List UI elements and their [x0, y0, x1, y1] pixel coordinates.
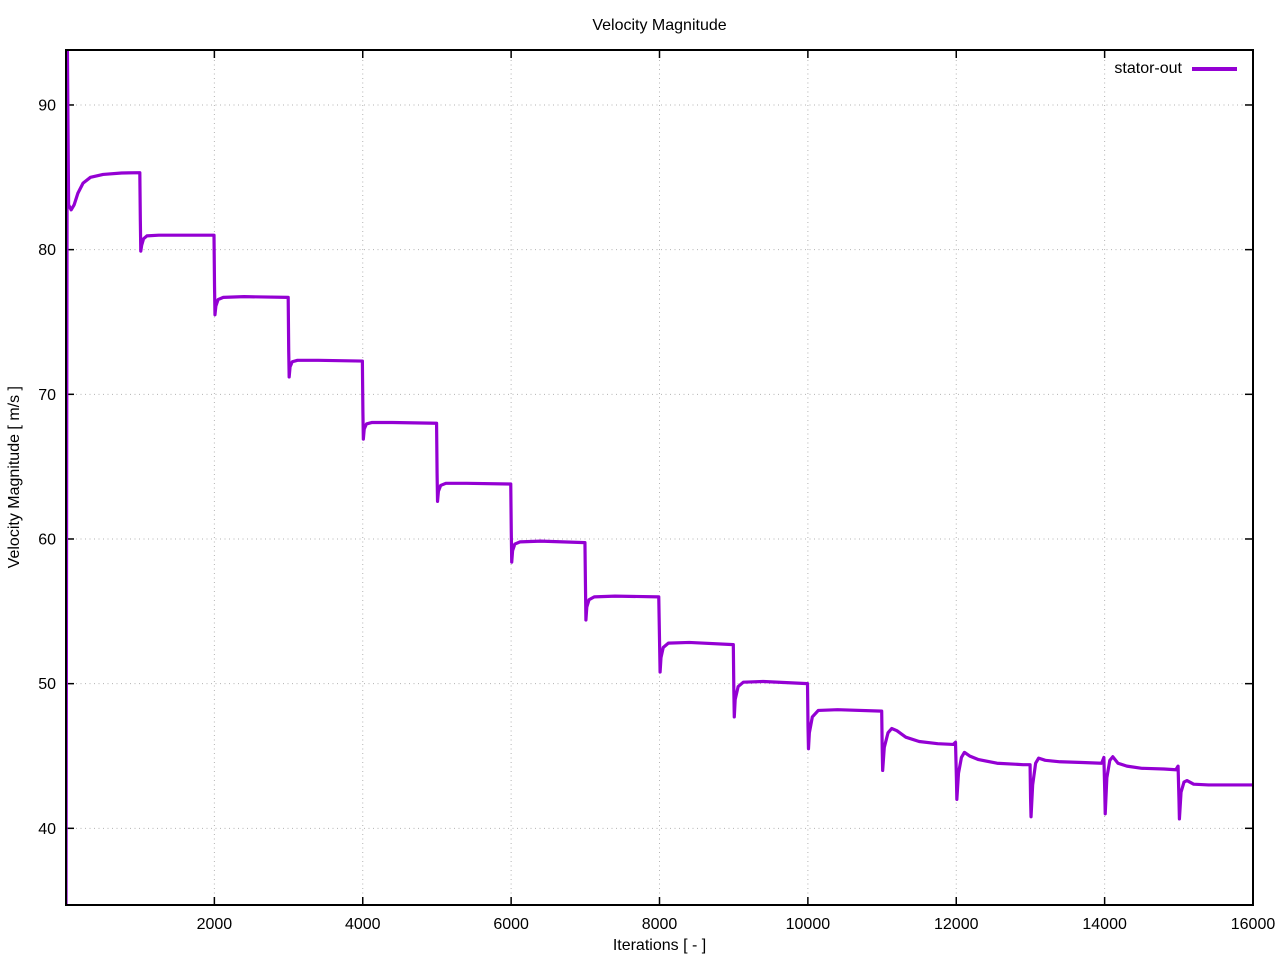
legend-series-label: stator-out [1114, 60, 1182, 77]
x-tick-label: 16000 [1231, 916, 1276, 933]
x-axis-title: Iterations [ - ] [612, 937, 707, 954]
y-tick-label: 70 [38, 387, 56, 404]
y-axis-title: Velocity Magnitude [ m/s ] [6, 386, 23, 569]
legend: stator-out [1114, 60, 1237, 77]
x-tick-label: 4000 [345, 916, 381, 933]
y-tick-label: 80 [38, 242, 56, 259]
y-tick-label: 90 [38, 97, 56, 114]
tick-labels: 2000 4000 6000 8000 10000 12000 14000 16000 40 50… [38, 97, 1275, 933]
y-tick-label: 50 [38, 676, 56, 693]
x-tick-label: 2000 [197, 916, 233, 933]
y-tick-label: 40 [38, 821, 56, 838]
tick-marks [66, 50, 1254, 905]
legend-line-swatch [1192, 66, 1237, 71]
y-tick-label: 60 [38, 531, 56, 548]
x-tick-label: 6000 [493, 916, 529, 933]
x-tick-label: 8000 [642, 916, 678, 933]
x-tick-label: 10000 [786, 916, 831, 933]
plot-border [65, 49, 1254, 906]
x-tick-label: 14000 [1082, 916, 1127, 933]
series-line-stator-out [66, 50, 1253, 905]
gridlines [67, 51, 1252, 904]
x-tick-label: 12000 [934, 916, 979, 933]
chart-title: Velocity Magnitude [592, 17, 727, 34]
